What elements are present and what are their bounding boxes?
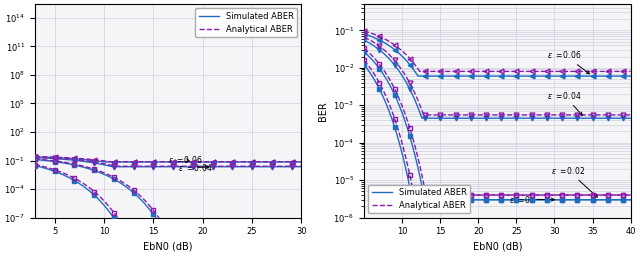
Legend: Simulated ABER, Analytical ABER: Simulated ABER, Analytical ABER [369, 185, 470, 214]
Text: $\varepsilon\ =0$: $\varepsilon\ =0$ [0, 255, 1, 256]
Text: $\varepsilon\ =0$: $\varepsilon\ =0$ [509, 194, 554, 205]
Text: $\varepsilon\ =0.02$: $\varepsilon\ =0.02$ [550, 165, 597, 197]
Text: $\varepsilon\ =0.04$: $\varepsilon\ =0.04$ [547, 90, 582, 115]
Text: $\varepsilon\ =0.04$: $\varepsilon\ =0.04$ [178, 162, 212, 173]
X-axis label: EbN0 (dB): EbN0 (dB) [143, 242, 193, 252]
Y-axis label: BER: BER [318, 101, 328, 121]
X-axis label: EbN0 (dB): EbN0 (dB) [472, 242, 522, 252]
Text: $\varepsilon\ =0.06$: $\varepsilon\ =0.06$ [547, 49, 589, 74]
Legend: Simulated ABER, Analytical ABER: Simulated ABER, Analytical ABER [195, 8, 297, 37]
Text: $\varepsilon\ =0.06$: $\varepsilon\ =0.06$ [168, 154, 203, 165]
Text: $\varepsilon\ =0.02$: $\varepsilon\ =0.02$ [0, 255, 1, 256]
